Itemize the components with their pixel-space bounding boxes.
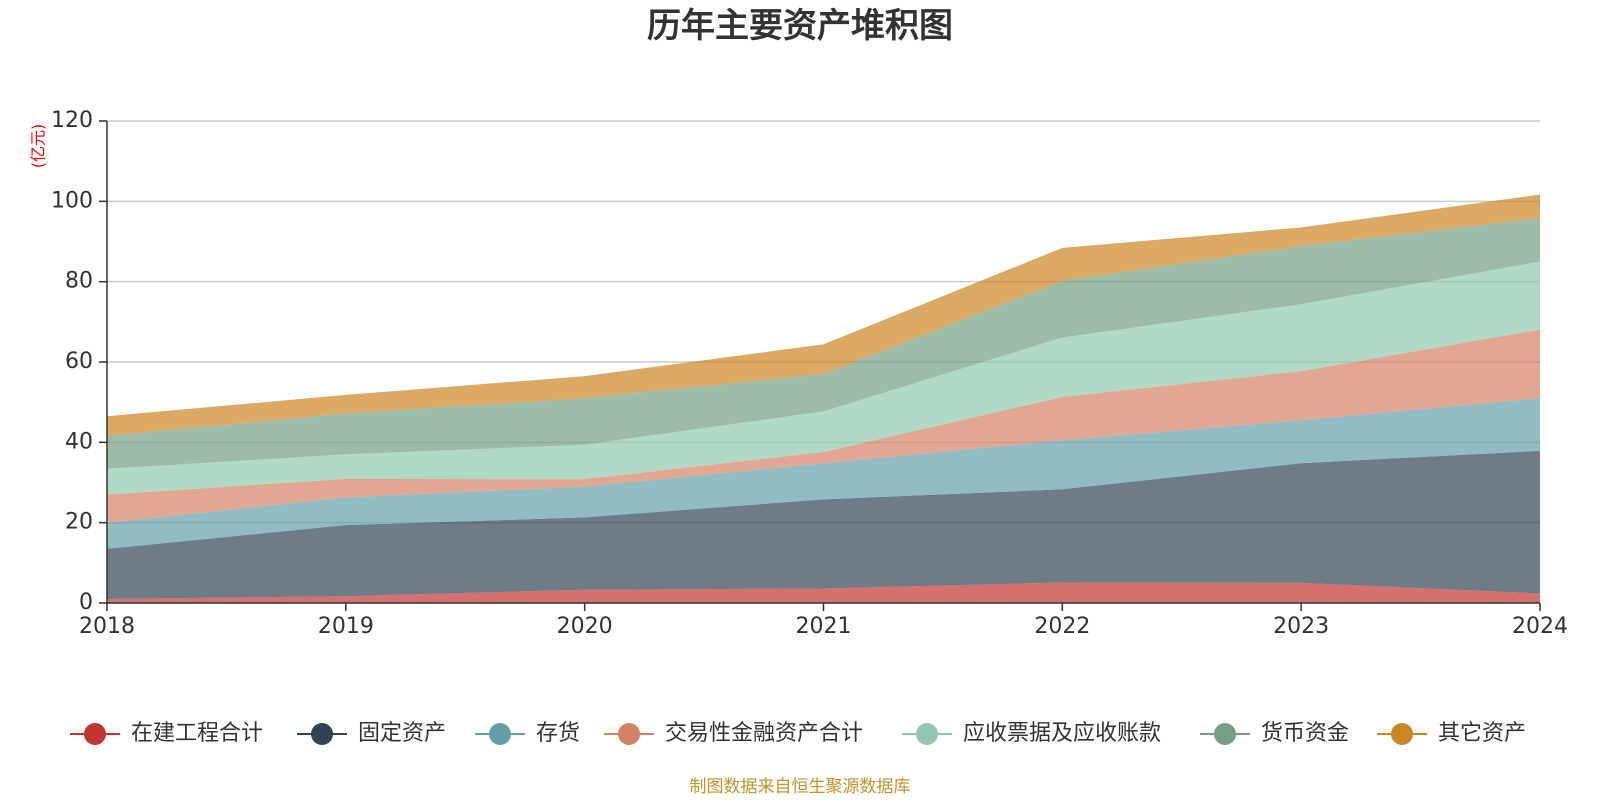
x-tick-label: 2019: [318, 614, 374, 639]
y-tick-label: 20: [65, 510, 93, 535]
x-tick-label: 2018: [79, 614, 135, 639]
area-series: [107, 194, 1540, 603]
y-tick-label: 60: [65, 349, 93, 374]
y-tick-label: 40: [65, 429, 93, 454]
axes: 0 20 40 60 80 100 120 2018 2019 2020 2021 2022 2023 2…: [51, 108, 1568, 639]
legend-label: 在建工程合计: [131, 721, 263, 746]
area-应收票据及应收账款: [107, 261, 1540, 495]
area-固定资产: [107, 450, 1540, 599]
area-货币资金: [107, 218, 1540, 469]
y-tick-label: 100: [51, 188, 93, 213]
legend-label: 存货: [536, 721, 580, 746]
legend-marker: [84, 723, 106, 745]
legend-marker: [311, 723, 333, 745]
legend-marker: [618, 723, 640, 745]
source-note: 制图数据来自恒生聚源数据库: [690, 777, 911, 797]
legend-marker: [1391, 723, 1413, 745]
legend-marker: [916, 723, 938, 745]
legend-label: 应收票据及应收账款: [963, 721, 1161, 746]
legend-marker: [489, 723, 511, 745]
y-tick-label: 0: [79, 590, 93, 615]
x-tick-label: 2022: [1034, 614, 1090, 639]
legend-marker: [1214, 723, 1236, 745]
x-tick-label: 2023: [1273, 614, 1329, 639]
legend: 在建工程合计 固定资产 存货 交易性金融资产合计 应收票据及应收账款 货币资金 其它资产: [70, 721, 1526, 746]
x-tick-label: 2020: [557, 614, 613, 639]
legend-label: 固定资产: [358, 721, 446, 746]
legend-label: 交易性金融资产合计: [665, 721, 863, 746]
area-在建工程合计: [107, 582, 1540, 603]
legend-label: 其它资产: [1438, 721, 1526, 746]
y-tick-label: 80: [65, 269, 93, 294]
area-存货: [107, 398, 1540, 549]
area-交易性金融资产合计: [107, 329, 1540, 523]
y-axis-unit: (亿元): [29, 124, 48, 169]
x-tick-label: 2024: [1512, 614, 1568, 639]
area-其它资产: [107, 194, 1540, 436]
x-tick-label: 2021: [796, 614, 852, 639]
legend-label: 货币资金: [1261, 721, 1349, 746]
y-tick-label: 120: [51, 108, 93, 133]
chart-title: 历年主要资产堆积图: [647, 6, 953, 46]
